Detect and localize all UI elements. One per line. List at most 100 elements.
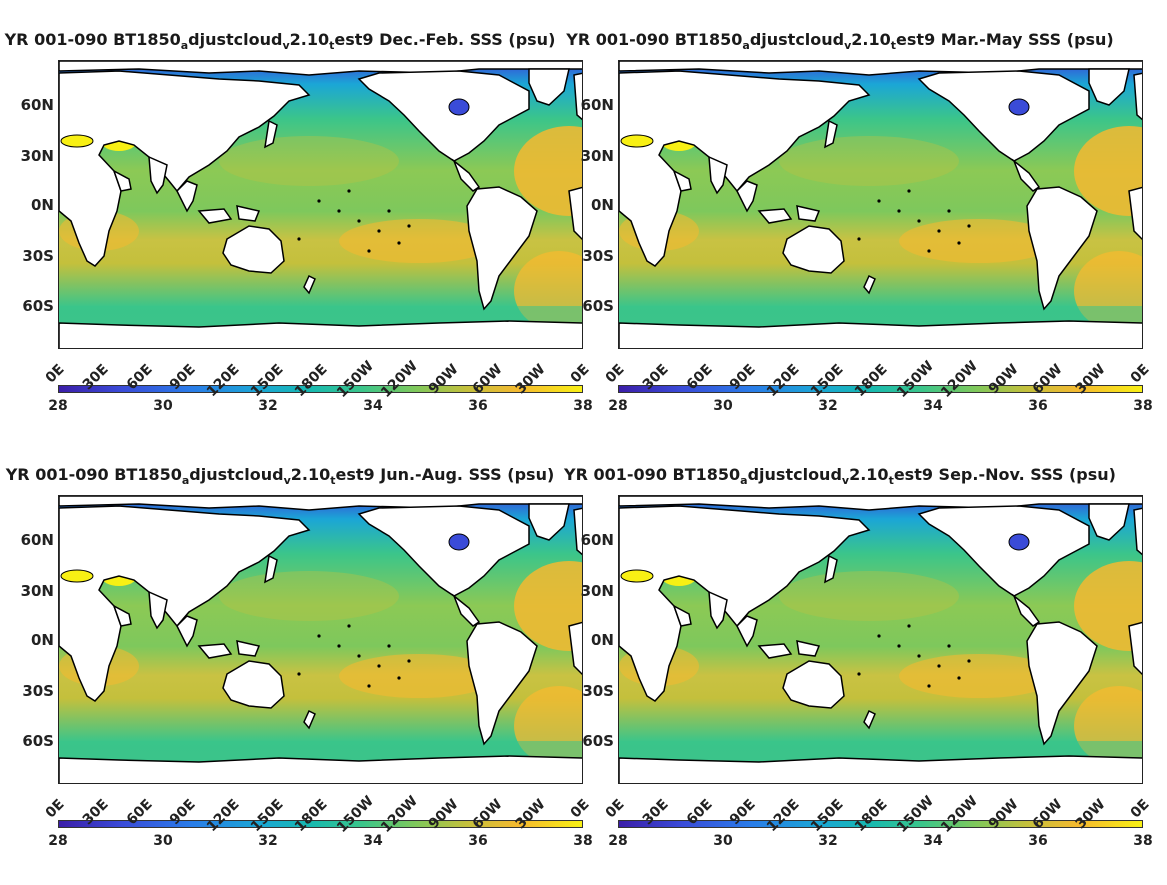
lat-tick-label: 30N — [20, 582, 54, 600]
panel-title: YR 001-090 BT1850adjustcloudv2.10test9 D… — [0, 30, 560, 53]
title-text: djustcloud — [188, 30, 283, 49]
lon-tick-label: 150W — [894, 793, 938, 836]
lon-tick-label: 120W — [938, 793, 981, 836]
title-subscript: t — [329, 39, 335, 53]
lon-tick-label: 60E — [123, 796, 156, 829]
lon-tick-label: 0E — [1127, 361, 1153, 387]
lon-tick-label: 30E — [639, 796, 672, 829]
lon-tick-label: 60W — [1029, 361, 1066, 398]
lon-tick-label: 120W — [938, 358, 981, 401]
title-text: 2.10 — [851, 30, 891, 49]
lon-tick-label: 120E — [763, 361, 803, 401]
lat-tick-label: 60S — [22, 732, 54, 750]
lon-tick-label: 90W — [985, 361, 1022, 398]
title-text: 2.10 — [849, 465, 889, 484]
title-subscript: t — [890, 39, 897, 53]
lon-tick-label: 30W — [512, 361, 549, 398]
lon-tick-label: 150W — [334, 358, 378, 401]
sss-map — [619, 61, 1142, 348]
colorbar-tick-label: 38 — [573, 398, 593, 414]
lon-tick-label: 30W — [512, 796, 549, 833]
colorbar-tick-label: 32 — [258, 833, 278, 849]
panel-title: YR 001-090 BT1850adjustcloudv2.10test9 M… — [560, 30, 1120, 53]
lat-tick-label: 0N — [591, 196, 614, 214]
colorbar-tick-label: 28 — [48, 398, 68, 414]
map-panel-mam: YR 001-090 BT1850adjustcloudv2.10test9 M… — [560, 30, 1152, 450]
lon-tick-label: 60W — [469, 361, 506, 398]
lon-tick-label: 150E — [247, 796, 287, 836]
lat-tick-label: 0N — [591, 631, 614, 649]
lat-tick-label: 60S — [582, 297, 614, 315]
title-text: YR 001-090 BT1850 — [564, 465, 741, 484]
colorbar-tick-label: 30 — [153, 398, 173, 414]
map-frame — [618, 495, 1143, 784]
colorbar-tick-label: 28 — [48, 833, 68, 849]
title-subscript: v — [841, 474, 850, 488]
sss-map — [59, 496, 582, 783]
lon-tick-label: 120W — [378, 358, 421, 401]
map-panel-jja: YR 001-090 BT1850adjustcloudv2.10test9 J… — [0, 465, 593, 885]
map-panel-djf: YR 001-090 BT1850adjustcloudv2.10test9 D… — [0, 30, 593, 450]
lat-tick-label: 60N — [20, 531, 54, 549]
lon-tick-label: 60E — [683, 796, 716, 829]
colorbar-tick-label: 36 — [468, 398, 488, 414]
colorbar-tick-label: 30 — [713, 833, 733, 849]
lat-tick-label: 60N — [20, 96, 54, 114]
title-text: djustcloud — [749, 30, 845, 49]
panel-title: YR 001-090 BT1850adjustcloudv2.10test9 J… — [0, 465, 560, 488]
lon-tick-label: 90W — [425, 796, 462, 833]
lat-tick-label: 30S — [582, 682, 614, 700]
title-subscript: v — [282, 39, 290, 53]
lon-tick-label: 30W — [1072, 796, 1109, 833]
lon-tick-label: 120W — [378, 793, 421, 836]
lon-tick-label: 120E — [203, 796, 243, 836]
lon-tick-label: 30E — [639, 361, 672, 394]
lat-tick-label: 30N — [580, 147, 614, 165]
lon-tick-label: 0E — [42, 361, 68, 387]
title-text: YR 001-090 BT1850 — [566, 30, 743, 49]
map-frame — [58, 495, 583, 784]
title-subscript: a — [181, 474, 190, 488]
lon-tick-label: 90E — [727, 361, 759, 394]
title-text: YR 001-090 BT1850 — [4, 30, 181, 49]
sss-map — [59, 61, 582, 348]
title-text: est9 Dec.-Feb. SSS (psu) — [334, 30, 556, 49]
lon-tick-label: 90E — [167, 796, 199, 829]
title-subscript: a — [742, 39, 750, 53]
lon-tick-label: 60W — [1029, 796, 1066, 833]
sss-map — [619, 496, 1142, 783]
colorbar-tick-label: 32 — [818, 398, 838, 414]
colorbar — [618, 820, 1143, 828]
map-frame — [58, 60, 583, 349]
title-text: YR 001-090 BT1850 — [5, 465, 182, 484]
title-subscript: t — [888, 474, 894, 488]
lon-tick-label: 150E — [807, 796, 847, 836]
title-subscript: v — [283, 474, 291, 488]
lon-tick-label: 0E — [1127, 796, 1153, 822]
lat-tick-label: 30S — [22, 247, 54, 265]
lat-tick-label: 30N — [20, 147, 54, 165]
lon-tick-label: 120E — [203, 361, 243, 401]
title-subscript: a — [740, 474, 748, 488]
lon-tick-label: 90E — [727, 796, 759, 829]
lat-tick-label: 0N — [31, 631, 54, 649]
lat-tick-label: 30S — [22, 682, 54, 700]
panel-title: YR 001-090 BT1850adjustcloudv2.10test9 S… — [560, 465, 1120, 488]
colorbar-tick-label: 38 — [573, 833, 593, 849]
lon-tick-label: 30W — [1072, 361, 1109, 398]
lat-tick-label: 60S — [22, 297, 54, 315]
lon-tick-label: 0E — [42, 796, 68, 822]
lon-tick-label: 60E — [123, 361, 156, 394]
lon-tick-label: 0E — [602, 796, 628, 822]
colorbar — [58, 820, 583, 828]
lon-tick-label: 180E — [291, 361, 331, 401]
colorbar-tick-label: 38 — [1133, 398, 1153, 414]
colorbar-tick-label: 34 — [923, 833, 943, 849]
colorbar-tick-label: 34 — [363, 833, 383, 849]
colorbar-tick-label: 28 — [608, 833, 628, 849]
colorbar — [58, 385, 583, 393]
colorbar-tick-label: 28 — [608, 398, 628, 414]
title-subscript: t — [330, 474, 336, 488]
lon-tick-label: 30E — [79, 796, 112, 829]
title-text: djustcloud — [189, 465, 284, 484]
